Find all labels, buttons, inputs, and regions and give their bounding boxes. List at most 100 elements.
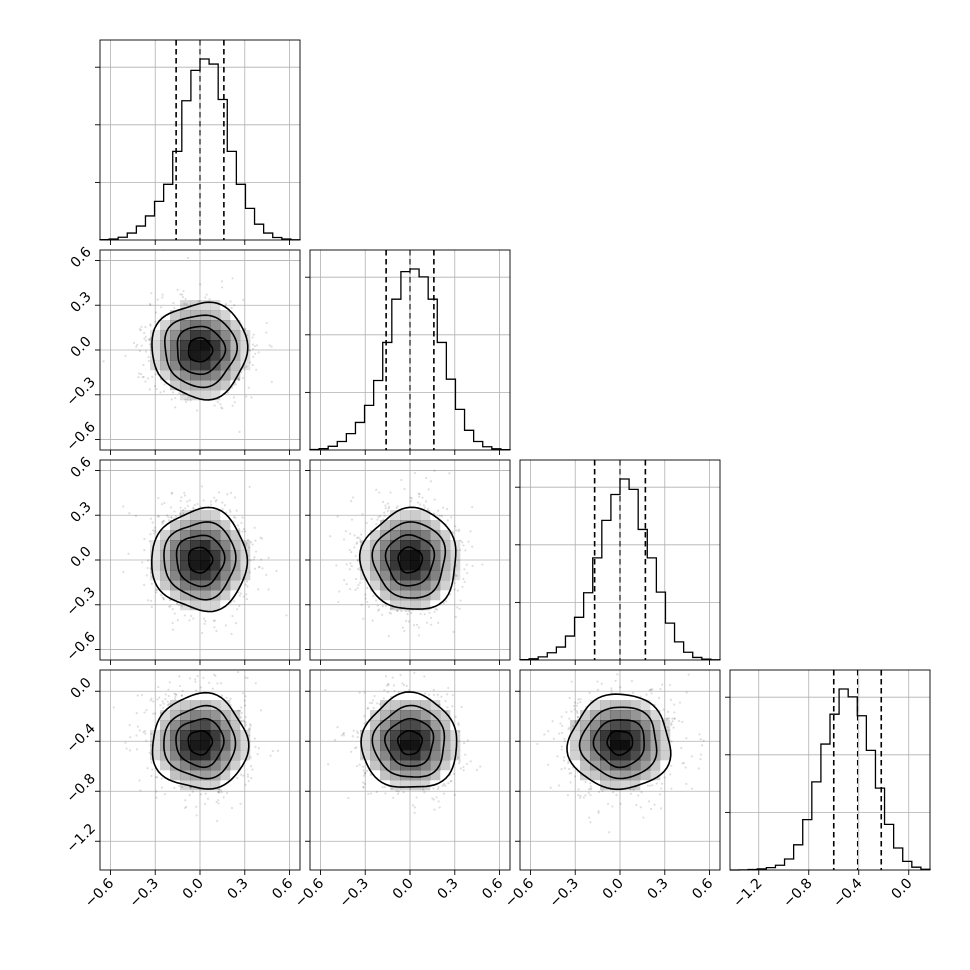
density-cell — [380, 750, 391, 761]
scatter-point — [557, 784, 561, 787]
scatter-point — [220, 406, 223, 409]
scatter-point — [192, 507, 195, 511]
scatter-point — [383, 688, 386, 692]
scatter-point — [588, 691, 591, 694]
scatter-point — [173, 786, 176, 790]
scatter-point — [464, 753, 467, 756]
scatter-point — [147, 338, 150, 341]
scatter-point — [367, 792, 370, 795]
density-cell — [220, 570, 231, 581]
scatter-point — [401, 682, 404, 685]
density-cell — [390, 540, 401, 551]
scatter-point — [244, 695, 247, 698]
density-cell — [580, 740, 591, 751]
scatter-point — [162, 520, 165, 523]
scatter-point — [170, 492, 173, 495]
scatter-point — [169, 605, 172, 608]
density-cell — [600, 750, 611, 761]
scatter-point — [392, 684, 396, 687]
density-cell — [440, 760, 451, 771]
scatter-point — [427, 693, 431, 696]
density-cell — [420, 720, 431, 731]
scatter-point — [180, 293, 184, 296]
scatter-point — [562, 759, 566, 762]
scatter-point — [440, 514, 444, 518]
scatter-point — [186, 398, 189, 402]
density-cell — [390, 570, 401, 581]
density-cell — [210, 700, 221, 711]
scatter-point — [438, 806, 441, 809]
density-cell — [450, 730, 461, 741]
scatter-point — [447, 782, 450, 785]
density-cell — [160, 350, 171, 361]
scatter-point — [457, 530, 460, 533]
scatter-point — [204, 619, 207, 623]
scatter-point — [167, 519, 171, 522]
x-tick-label: −0.8 — [780, 876, 815, 911]
density-cell — [590, 700, 601, 711]
density-cell — [180, 300, 191, 311]
scatter-point — [196, 502, 199, 506]
density-cell — [610, 780, 621, 791]
scatter-point — [147, 599, 150, 602]
scatter-point — [136, 694, 139, 697]
scatter-point — [560, 768, 563, 771]
scatter-point — [371, 699, 375, 702]
density-cell — [160, 360, 171, 371]
x-tick-label: 0.0 — [889, 876, 916, 903]
density-cell — [400, 750, 411, 761]
scatter-point — [426, 508, 430, 511]
scatter-point — [667, 667, 669, 669]
density-cell — [220, 740, 231, 751]
density-cell — [420, 530, 431, 541]
scatter-point — [162, 597, 165, 600]
density-cell — [220, 360, 231, 371]
scatter-point — [216, 819, 219, 823]
scatter-point — [247, 728, 250, 731]
density-cell — [220, 330, 231, 341]
scatter-point — [448, 472, 451, 475]
density-cell — [190, 770, 201, 781]
scatter-point — [156, 698, 159, 701]
scatter-point — [184, 297, 187, 301]
scatter-point — [589, 788, 592, 791]
scatter-point — [158, 696, 161, 699]
density-cell — [440, 750, 451, 761]
scatter-point — [389, 612, 392, 615]
scatter-point — [367, 605, 371, 608]
x-tick-label: −1.2 — [730, 876, 765, 911]
scatter-point — [673, 703, 676, 706]
scatter-point — [173, 697, 177, 701]
scatter-point — [239, 773, 243, 776]
x-tick-label: −0.6 — [502, 875, 537, 910]
scatter-point — [411, 804, 415, 807]
density-cell — [600, 770, 611, 781]
x-tick-label: −0.3 — [127, 876, 162, 911]
scatter-point — [254, 682, 257, 685]
scatter-point — [573, 775, 577, 778]
scatter-point — [154, 776, 157, 779]
scatter-point — [576, 716, 579, 719]
density-cell — [370, 740, 381, 751]
density-cell — [410, 560, 421, 571]
scatter-point — [150, 697, 153, 700]
scatter-point — [112, 706, 115, 709]
scatter-point — [454, 525, 457, 528]
density-cell — [610, 730, 621, 741]
scatter-point — [248, 349, 252, 352]
density-cell — [610, 740, 621, 751]
scatter-point — [192, 617, 195, 620]
scatter-point — [434, 607, 437, 610]
scatter-point — [179, 512, 182, 515]
scatter-point — [209, 503, 213, 506]
scatter-point — [417, 492, 420, 495]
scatter-point — [324, 688, 327, 692]
density-cell — [180, 710, 191, 721]
scatter-point — [208, 681, 211, 684]
density-cell — [210, 330, 221, 341]
scatter-point — [459, 539, 462, 542]
scatter-point — [236, 524, 239, 527]
scatter-point — [213, 496, 216, 499]
density-cell — [390, 780, 401, 791]
scatter-point — [248, 728, 251, 731]
